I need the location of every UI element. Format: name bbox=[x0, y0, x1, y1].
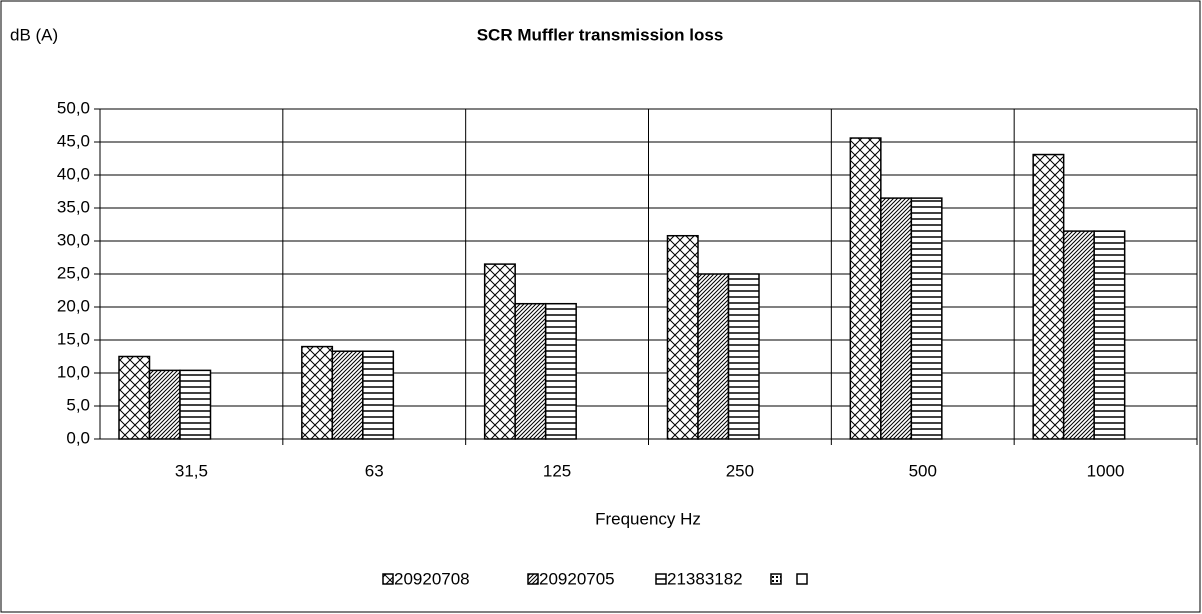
y-tick-label: 20,0 bbox=[57, 296, 90, 315]
x-tick-label: 250 bbox=[726, 461, 754, 480]
y-tick-label: 30,0 bbox=[57, 230, 90, 249]
x-tick-label: 31,5 bbox=[175, 461, 208, 480]
legend-icon bbox=[796, 573, 808, 585]
x-tick-label: 1000 bbox=[1087, 461, 1125, 480]
bar bbox=[514, 302, 547, 440]
bar bbox=[666, 234, 699, 440]
bar bbox=[1093, 230, 1126, 440]
legend-icon bbox=[770, 573, 782, 585]
legend-icon bbox=[527, 573, 539, 585]
y-tick-label: 25,0 bbox=[57, 263, 90, 282]
legend-icon bbox=[655, 573, 667, 585]
y-axis-label: dB (A) bbox=[10, 25, 58, 44]
bar bbox=[118, 355, 151, 440]
y-tick-label: 0,0 bbox=[66, 428, 90, 447]
legend-label: 20920708 bbox=[394, 569, 470, 588]
bar bbox=[727, 273, 760, 440]
x-tick-label: 125 bbox=[543, 461, 571, 480]
legend-label: 20920705 bbox=[539, 569, 615, 588]
y-tick-label: 10,0 bbox=[57, 362, 90, 381]
bar bbox=[849, 137, 882, 440]
chart-title: SCR Muffler transmission loss bbox=[477, 25, 724, 44]
x-axis-label: Frequency Hz bbox=[595, 509, 701, 528]
bar bbox=[179, 369, 212, 440]
bar bbox=[1062, 230, 1095, 440]
x-tick-label: 63 bbox=[365, 461, 384, 480]
y-tick-label: 15,0 bbox=[57, 329, 90, 348]
legend-label: 21383182 bbox=[667, 569, 743, 588]
bar bbox=[910, 197, 943, 440]
bar bbox=[880, 197, 913, 440]
y-tick-label: 45,0 bbox=[57, 131, 90, 150]
x-tick-label: 500 bbox=[909, 461, 937, 480]
bar bbox=[301, 345, 334, 440]
bar bbox=[697, 273, 730, 440]
bar bbox=[331, 350, 364, 440]
bar bbox=[148, 369, 181, 440]
bar bbox=[544, 302, 577, 440]
bar bbox=[1032, 153, 1065, 440]
y-tick-label: 40,0 bbox=[57, 164, 90, 183]
bar bbox=[362, 350, 395, 440]
legend-icon bbox=[382, 573, 394, 585]
y-tick-label: 5,0 bbox=[66, 395, 90, 414]
y-tick-label: 50,0 bbox=[57, 98, 90, 117]
bar bbox=[483, 263, 516, 440]
y-tick-label: 35,0 bbox=[57, 197, 90, 216]
